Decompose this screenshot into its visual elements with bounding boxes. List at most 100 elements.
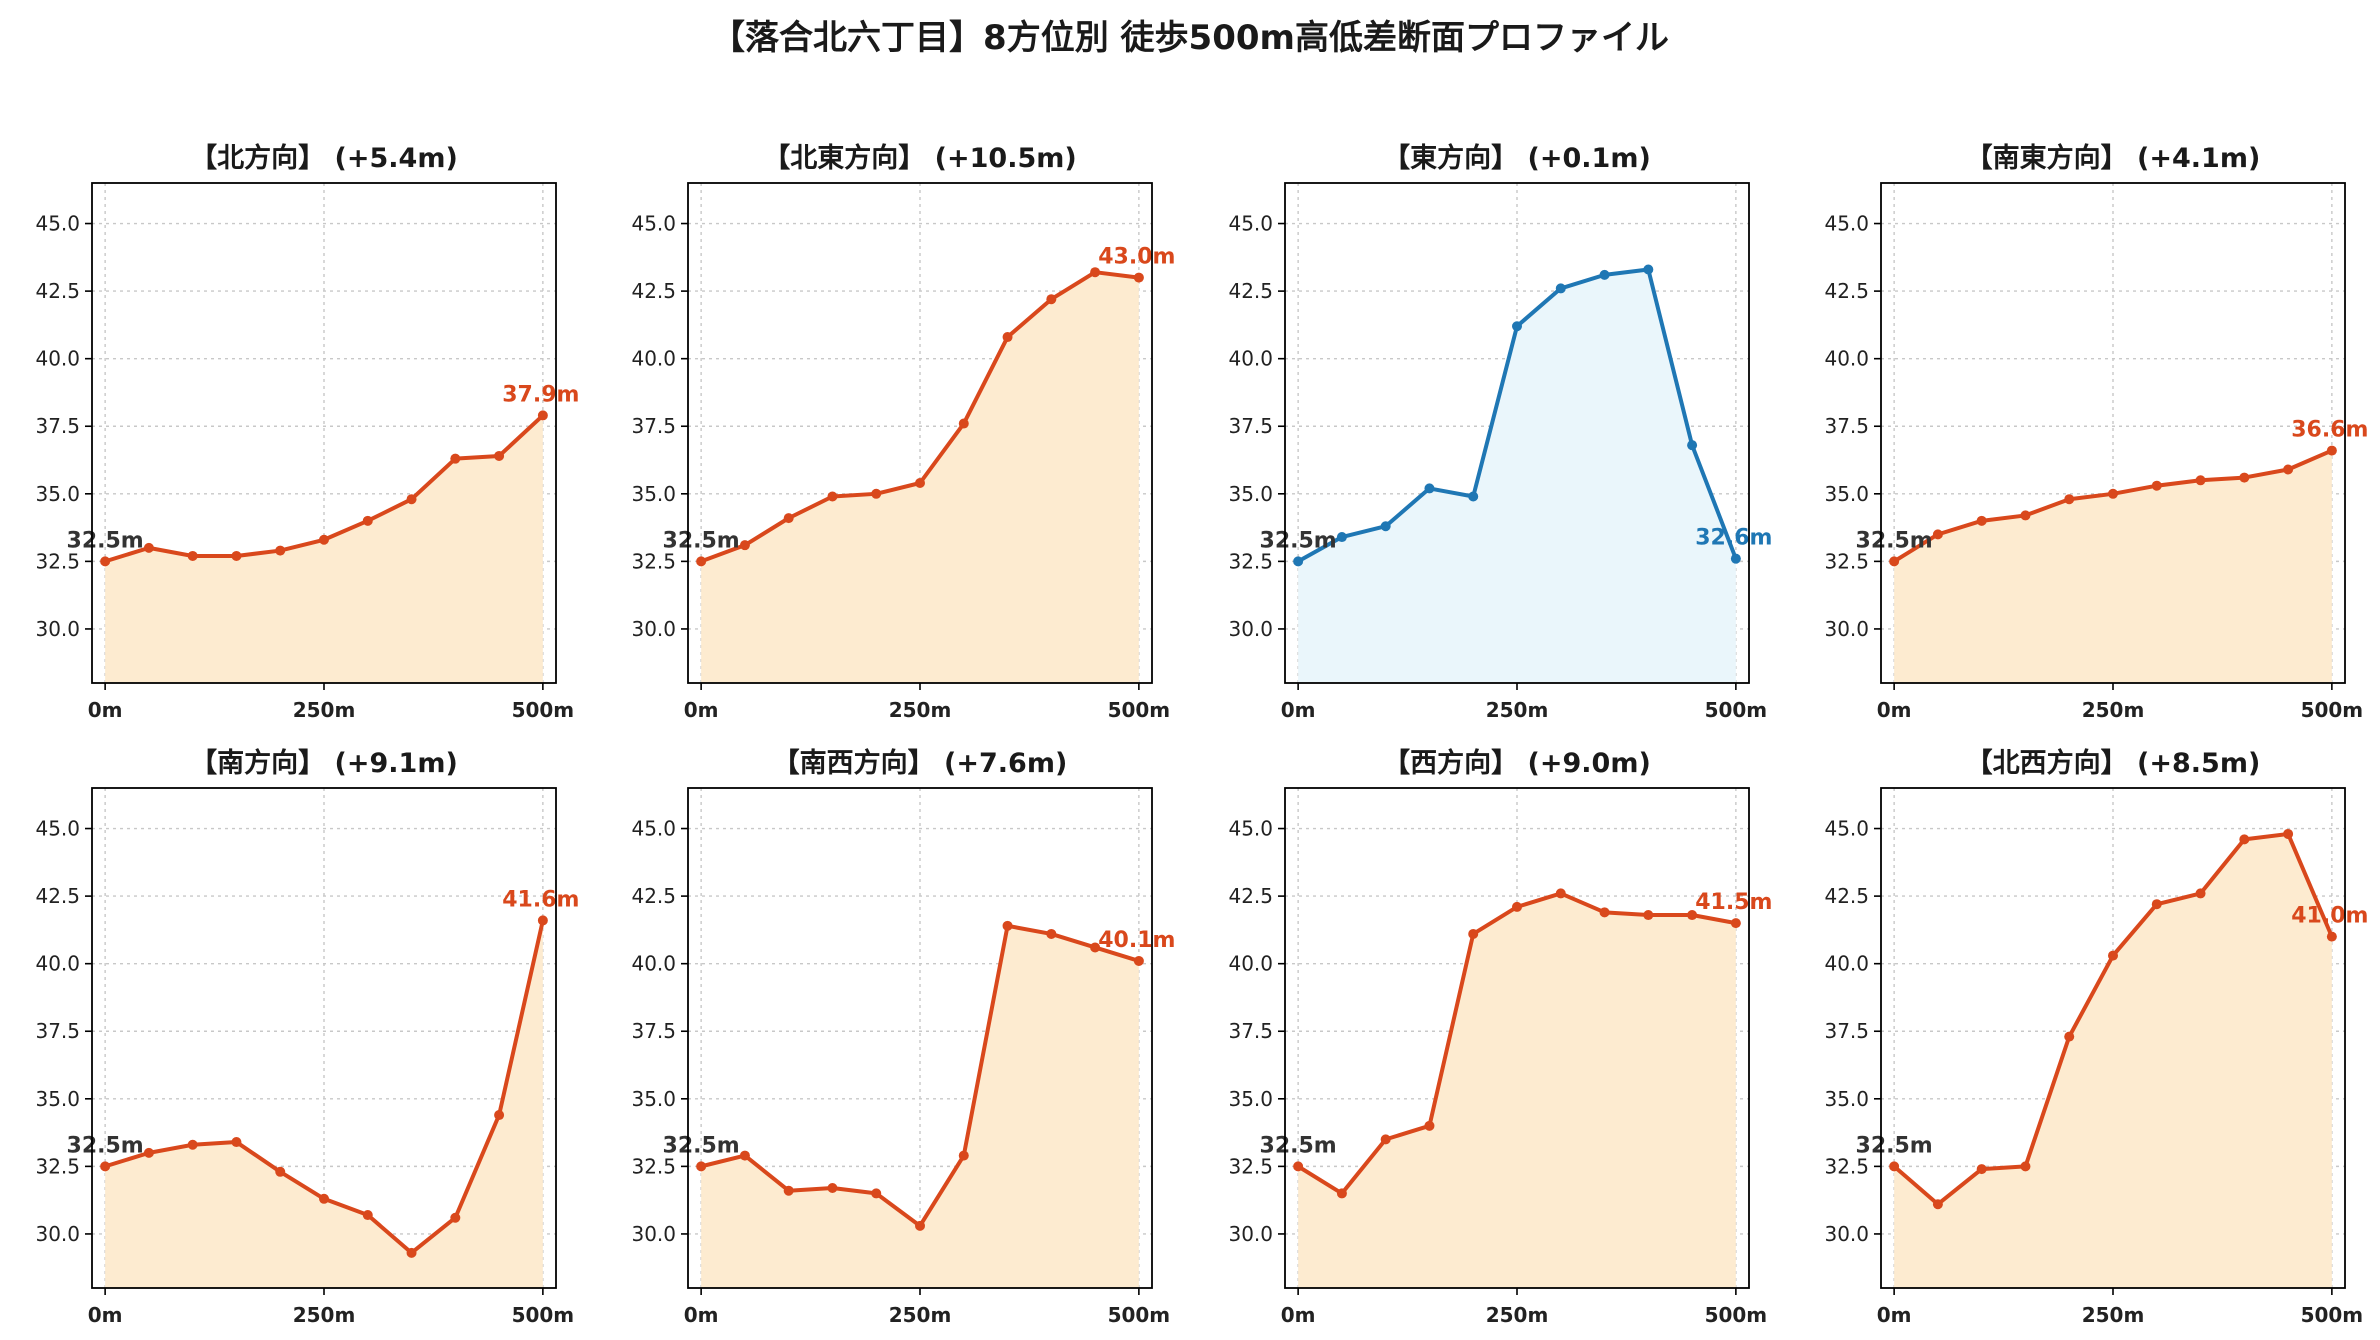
profile-chart-svg: 【北西方向】 (+8.5m) 32.5m 41.0m 30.0 32.5 35.0 37.5… xyxy=(1824,747,2368,1327)
y-tick-label: 40.0 xyxy=(631,952,676,976)
end-value-label: 37.9m xyxy=(502,382,579,407)
data-point xyxy=(2108,950,2118,961)
y-tick-label: 32.5 xyxy=(35,1154,80,1178)
x-tick-label: 250m xyxy=(1486,1303,1549,1327)
x-tick-label: 500m xyxy=(2301,698,2364,722)
data-point xyxy=(1512,321,1522,332)
end-value-label: 43.0m xyxy=(1098,245,1175,270)
y-tick-label: 32.5 xyxy=(631,549,676,573)
data-point xyxy=(1468,491,1479,502)
profile-chart-4: 【南方向】 (+9.1m) 32.5m 41.6m 30.0 32.5 35.0 37.5 4… xyxy=(22,738,602,1338)
data-point xyxy=(143,1147,154,1158)
data-point xyxy=(1976,1164,1987,1175)
y-tick-label: 42.5 xyxy=(35,279,80,303)
panel-title: 【北東方向】 (+10.5m) xyxy=(763,142,1076,174)
data-point xyxy=(494,450,505,461)
end-value-label: 40.1m xyxy=(1098,928,1175,953)
x-tick-label: 0m xyxy=(684,698,719,722)
y-tick-label: 42.5 xyxy=(1824,884,1869,908)
y-tick-label: 37.5 xyxy=(1824,414,1869,438)
data-point xyxy=(1090,267,1101,278)
x-tick-label: 0m xyxy=(684,1303,719,1327)
data-point xyxy=(406,494,417,505)
data-point xyxy=(1730,918,1741,929)
data-point xyxy=(1932,529,1943,540)
x-tick-label: 250m xyxy=(2082,698,2145,722)
data-point xyxy=(450,453,461,464)
x-tick-label: 0m xyxy=(88,1303,123,1327)
profile-chart-0: 【北方向】 (+5.4m) 32.5m 37.9m 30.0 32.5 35.0 37.5 4… xyxy=(22,133,602,733)
y-tick-label: 30.0 xyxy=(631,617,676,641)
data-point xyxy=(1730,553,1741,564)
start-value-label: 32.5m xyxy=(1260,1133,1337,1158)
x-tick-label: 250m xyxy=(889,1303,952,1327)
data-point xyxy=(2064,494,2075,505)
area-fill xyxy=(1298,893,1736,1288)
y-tick-label: 45.0 xyxy=(1824,817,1869,841)
data-point xyxy=(362,515,373,526)
panel-title: 【東方向】 (+0.1m) xyxy=(1383,142,1651,174)
y-tick-label: 45.0 xyxy=(1228,817,1273,841)
y-tick-label: 42.5 xyxy=(1228,279,1273,303)
y-tick-label: 45.0 xyxy=(1228,212,1273,236)
data-point xyxy=(1424,1120,1435,1131)
y-tick-label: 35.0 xyxy=(631,482,676,506)
figure-title: 【落合北六丁目】8方位別 徒歩500m高低差断面プロファイル xyxy=(711,18,1669,58)
end-value-label: 36.6m xyxy=(2291,418,2368,443)
data-point xyxy=(1133,272,1144,283)
data-point xyxy=(1380,521,1391,532)
x-tick-label: 250m xyxy=(1486,698,1549,722)
profile-chart-1: 【北東方向】 (+10.5m) 32.5m 43.0m 30.0 32.5 35.0 37.… xyxy=(618,133,1198,733)
data-point xyxy=(2283,464,2294,475)
panel-title: 【北方向】 (+5.4m) xyxy=(190,142,458,174)
area-fill xyxy=(105,415,543,683)
data-point xyxy=(696,556,707,567)
start-value-label: 32.5m xyxy=(67,1133,144,1158)
data-point xyxy=(143,542,154,553)
panel-title: 【南東方向】 (+4.1m) xyxy=(1966,142,2261,174)
data-point xyxy=(1555,283,1566,294)
y-tick-label: 30.0 xyxy=(1824,1222,1869,1246)
x-tick-label: 500m xyxy=(2301,1303,2364,1327)
data-point xyxy=(275,545,286,556)
y-tick-label: 37.5 xyxy=(1228,414,1273,438)
data-point xyxy=(958,1150,969,1161)
profile-chart-7: 【北西方向】 (+8.5m) 32.5m 41.0m 30.0 32.5 35.0 37.5… xyxy=(1811,738,2380,1338)
data-point xyxy=(871,488,882,499)
end-value-label: 41.6m xyxy=(502,887,579,912)
start-value-label: 32.5m xyxy=(1856,1133,1933,1158)
profile-chart-svg: 【西方向】 (+9.0m) 32.5m 41.5m 30.0 32.5 35.0 37.5 4… xyxy=(1228,747,1772,1327)
area-fill xyxy=(701,272,1139,683)
y-tick-label: 32.5 xyxy=(1824,549,1869,573)
y-tick-label: 40.0 xyxy=(631,347,676,371)
profile-chart-3: 【南東方向】 (+4.1m) 32.5m 36.6m 30.0 32.5 35.0 37.5… xyxy=(1811,133,2380,733)
data-point xyxy=(1424,483,1435,494)
x-tick-label: 250m xyxy=(889,698,952,722)
data-point xyxy=(2151,899,2162,910)
end-value-label: 32.6m xyxy=(1695,526,1772,551)
y-tick-label: 45.0 xyxy=(631,212,676,236)
x-tick-label: 250m xyxy=(293,1303,356,1327)
end-value-label: 41.5m xyxy=(1695,890,1772,915)
y-tick-label: 37.5 xyxy=(35,414,80,438)
x-tick-label: 0m xyxy=(1281,698,1316,722)
data-point xyxy=(494,1110,505,1121)
y-tick-label: 32.5 xyxy=(1228,549,1273,573)
profile-chart-6: 【西方向】 (+9.0m) 32.5m 41.5m 30.0 32.5 35.0 37.5 4… xyxy=(1215,738,1795,1338)
data-point xyxy=(1512,901,1522,912)
data-point xyxy=(1687,910,1698,921)
y-tick-label: 40.0 xyxy=(35,952,80,976)
data-point xyxy=(231,550,242,561)
data-point xyxy=(1687,440,1698,451)
data-point xyxy=(1380,1134,1391,1145)
data-point xyxy=(1932,1199,1943,1210)
data-point xyxy=(1976,515,1987,526)
x-tick-label: 500m xyxy=(1705,1303,1768,1327)
data-point xyxy=(827,491,838,502)
panel-title: 【北西方向】 (+8.5m) xyxy=(1966,747,2261,779)
area-fill xyxy=(1894,450,2332,683)
y-tick-label: 37.5 xyxy=(631,1019,676,1043)
data-point xyxy=(1046,294,1057,305)
y-tick-label: 30.0 xyxy=(1228,617,1273,641)
data-point xyxy=(187,1139,198,1150)
